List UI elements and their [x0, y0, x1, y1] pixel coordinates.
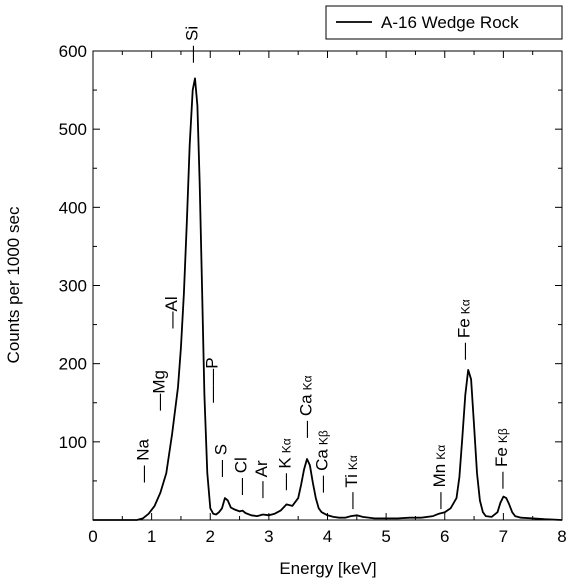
y-tick-label: 100 — [59, 433, 87, 452]
peak-label-line: Kα — [434, 445, 448, 460]
y-axis-ticks — [93, 50, 562, 482]
peak-label-element: — Cl — [232, 457, 251, 495]
peak-label-line: Kα — [301, 375, 315, 390]
x-axis-tick-labels: 0 1 2 3 4 5 6 7 8 — [88, 527, 566, 546]
peak-label-element: ——P — [202, 357, 221, 402]
peak-label-line: Kα — [458, 299, 472, 314]
peak-label: — K Kα — [276, 438, 295, 490]
peak-label: — Cl — [232, 457, 251, 495]
x-tick-label: 7 — [499, 527, 508, 546]
peak-label-element: — Na — [134, 439, 153, 483]
peak-label: — Mn Kα — [430, 445, 449, 509]
peak-label: — Fe Kβ — [492, 428, 511, 489]
y-tick-label: 500 — [59, 120, 87, 139]
peak-label: — Ti Kα — [342, 455, 361, 509]
peak-label-element: — Mn — [430, 464, 449, 509]
peak-label-element: — Fe — [454, 318, 473, 360]
series-line — [93, 77, 563, 521]
peak-label-element: — Ca — [313, 449, 332, 493]
y-axis-tick-labels: 100 200 300 400 500 600 — [59, 42, 87, 452]
peak-annotations: — Na—Mg—Al— Si——P— S — Cl — Ar — KKα— CaKα—… — [134, 26, 511, 509]
x-tick-label: 2 — [206, 527, 215, 546]
peak-label-element: — Ti — [342, 474, 361, 509]
peak-label-element: —Mg — [150, 370, 169, 411]
peak-label: — Ar — [252, 460, 271, 498]
x-axis-label: Energy [keV] — [279, 559, 376, 578]
peak-label: — Fe Kα — [454, 299, 473, 360]
y-tick-label: 400 — [59, 198, 87, 217]
peak-label-line: Kβ — [496, 428, 510, 443]
x-tick-label: 0 — [88, 527, 97, 546]
peak-label: ——P — [202, 357, 221, 402]
peak-label-element: —Al — [162, 296, 181, 328]
peak-label-element: — Si — [182, 26, 201, 63]
y-tick-label: 200 — [59, 355, 87, 374]
y-tick-label: 600 — [59, 42, 87, 61]
peak-label: — S — [212, 444, 231, 477]
peak-label-element: — Ar — [252, 460, 271, 498]
x-tick-label: 8 — [557, 527, 566, 546]
peak-label-line: Kα — [280, 438, 294, 453]
x-tick-label: 5 — [381, 527, 390, 546]
y-axis-label: Counts per 1000 sec — [4, 206, 23, 363]
peak-label: — Na — [134, 439, 153, 483]
peak-label-element: — K — [276, 457, 295, 491]
y-tick-label: 300 — [59, 277, 87, 296]
peak-label-line: Kβ — [317, 430, 331, 445]
x-tick-label: 4 — [323, 527, 332, 546]
peak-label: —Al — [162, 296, 181, 328]
peak-label: —Mg — [150, 370, 169, 411]
peak-label: — Ca Kβ — [313, 430, 332, 492]
peak-label: — Ca Kα — [297, 375, 316, 437]
peak-label-line: Kα — [346, 455, 360, 470]
legend-entry-label: A-16 Wedge Rock — [381, 13, 519, 32]
x-tick-label: 6 — [440, 527, 449, 546]
x-tick-label: 3 — [264, 527, 273, 546]
x-tick-label: 1 — [147, 527, 156, 546]
peak-label: — Si — [182, 26, 201, 63]
x-axis-ticks — [92, 51, 563, 520]
peak-label-element: — S — [212, 444, 231, 477]
peak-label-element: — Ca — [297, 394, 316, 438]
peak-label-element: — Fe — [492, 447, 511, 489]
legend: A-16 Wedge Rock — [325, 5, 563, 40]
